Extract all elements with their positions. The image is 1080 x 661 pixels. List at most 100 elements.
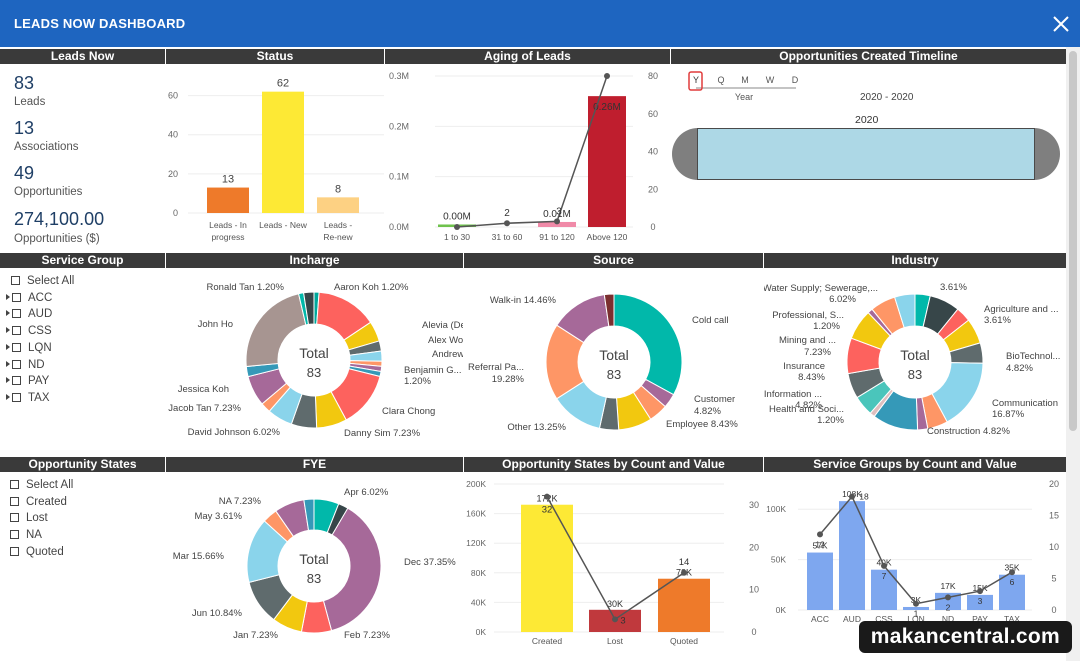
vertical-scrollbar[interactable] — [1066, 47, 1080, 661]
donut-center-value: 83 — [607, 367, 621, 382]
bar — [588, 96, 626, 227]
timeline-selected-period[interactable] — [697, 128, 1035, 180]
x-tick-label: progress — [211, 232, 244, 242]
y-right-tick-label: 60 — [648, 109, 658, 119]
item-label: LQN — [28, 342, 52, 354]
expand-arrow-icon[interactable] — [6, 377, 10, 383]
checkbox[interactable] — [10, 513, 19, 522]
service-group-item-lqn[interactable]: LQN — [6, 340, 52, 356]
timeline-level-m[interactable]: M — [741, 75, 749, 85]
checkbox[interactable] — [12, 393, 21, 402]
service-group-item-aud[interactable]: AUD — [6, 306, 52, 322]
item-label: ACC — [28, 292, 53, 304]
count-point — [681, 569, 687, 576]
x-tick-label: Above 120 — [587, 232, 628, 242]
y-right-tick-label: 5 — [1051, 574, 1056, 584]
timeline-level-w[interactable]: W — [766, 75, 775, 85]
timeline-level-selected-box — [688, 71, 703, 91]
count-label: 14 — [679, 557, 690, 568]
x-tick-label: AUD — [843, 614, 861, 624]
count-point — [544, 493, 550, 500]
service-group-item-acc[interactable]: ACC — [6, 290, 52, 306]
count-point — [977, 588, 983, 595]
slice-label: Other 13.25% — [507, 422, 566, 433]
opp-states-select-all[interactable]: Select All — [10, 477, 73, 493]
expand-arrow-icon[interactable] — [6, 394, 10, 400]
expand-arrow-icon[interactable] — [6, 327, 10, 333]
slice-label: Communication — [992, 398, 1058, 409]
slice-label: Professional, S... — [772, 310, 844, 321]
scrollbar-thumb[interactable] — [1069, 51, 1077, 431]
expand-arrow-icon[interactable] — [6, 294, 10, 300]
y-left-tick-label: 0.3M — [389, 71, 409, 81]
opp-states-chart: 0K40K80K120K160K200K0102030172KCreated30… — [466, 479, 759, 646]
slice-label: 19.28% — [492, 374, 525, 385]
count-label: 3 — [556, 206, 562, 217]
expand-arrow-icon[interactable] — [6, 361, 10, 367]
title-bar: LEADS NOW DASHBOARD — [0, 0, 1080, 47]
expand-arrow-icon[interactable] — [6, 310, 10, 316]
slice-label: 4.82% — [795, 400, 822, 411]
x-tick-label: CSS — [875, 614, 893, 624]
x-tick-label: Created — [532, 636, 563, 646]
slice-label: Jun 10.84% — [192, 608, 243, 619]
slice-label: Jessica Koh — [178, 384, 229, 395]
x-tick-label: 31 to 60 — [492, 232, 523, 242]
industry-header: Industry — [764, 253, 1066, 268]
timeline-level-q[interactable]: Q — [717, 75, 724, 85]
service-group-item-css[interactable]: CSS — [6, 323, 52, 339]
slice — [893, 293, 916, 329]
slice-label: Referral Pa... — [468, 362, 524, 373]
bar — [538, 221, 576, 227]
checkbox[interactable] — [12, 343, 21, 352]
count-point — [604, 73, 610, 79]
kpi-leads-value: 83 — [14, 73, 35, 93]
checkbox[interactable] — [11, 276, 20, 285]
timeline-level-y[interactable]: Y — [693, 75, 699, 85]
count-label: 6 — [1010, 577, 1015, 587]
checkbox[interactable] — [10, 480, 19, 489]
expand-arrow-icon[interactable] — [6, 344, 10, 350]
slice-label: Aaron Koh 1.20% — [334, 282, 409, 293]
service-group-slicer: Select All ACC AUD CSS LQN ND PAY TAX — [6, 273, 156, 413]
item-label: Quoted — [26, 546, 64, 558]
status-header: Status — [166, 49, 384, 64]
checkbox[interactable] — [12, 309, 21, 318]
close-icon[interactable] — [1050, 13, 1072, 35]
aging-chart: 0.0M 0.1M 0.2M 0.3M 0 20 40 60 80 0.00M 1 to 30 31 … — [389, 71, 658, 242]
slice-label: Water Supply; Sewerage,... — [764, 283, 878, 294]
checkbox[interactable] — [12, 326, 21, 335]
service-group-item-nd[interactable]: ND — [6, 357, 45, 373]
count-point — [849, 493, 855, 500]
service-groups-chart: 0K50K100K0510152057KACC108KAUD40KCSS3KLQ… — [766, 479, 1059, 644]
checkbox[interactable] — [12, 293, 21, 302]
checkbox[interactable] — [12, 376, 21, 385]
timeline-level-d[interactable]: D — [792, 75, 799, 85]
y-right-tick-label: 40 — [648, 147, 658, 157]
checkbox[interactable] — [10, 497, 19, 506]
service-group-item-pay[interactable]: PAY — [6, 373, 49, 389]
donut-center-label: Total — [599, 347, 629, 363]
y-tick-label: 60 — [168, 91, 178, 101]
y-left-tick-label: 0.2M — [389, 121, 409, 131]
count-label: 32 — [542, 505, 553, 516]
service-group-select-all[interactable]: Select All — [11, 273, 74, 289]
checkbox[interactable] — [10, 530, 19, 539]
opp-states-item-na[interactable]: NA — [10, 527, 42, 543]
checkbox[interactable] — [12, 360, 21, 369]
y-right-tick-label: 20 — [1049, 479, 1059, 489]
source-donut: Total 83 Walk-in 14.46% Cold call Referral P… — [468, 293, 738, 433]
checkbox[interactable] — [10, 547, 19, 556]
y-tick-label: 20 — [168, 169, 178, 179]
x-tick-label: Leads - — [324, 220, 353, 230]
slice-label: Alex Wong — [428, 335, 463, 346]
item-label: PAY — [28, 375, 50, 387]
slice-label: Apr 6.02% — [344, 487, 389, 498]
x-tick-label: ND — [942, 614, 954, 624]
data-label: 0.00M — [443, 211, 471, 222]
service-group-item-tax[interactable]: TAX — [6, 390, 50, 406]
opp-states-item-quoted[interactable]: Quoted — [10, 544, 64, 560]
timeline-level-selector[interactable]: Y Q M W D Year — [686, 70, 806, 104]
opp-states-item-lost[interactable]: Lost — [10, 510, 48, 526]
opp-states-item-created[interactable]: Created — [10, 494, 67, 510]
